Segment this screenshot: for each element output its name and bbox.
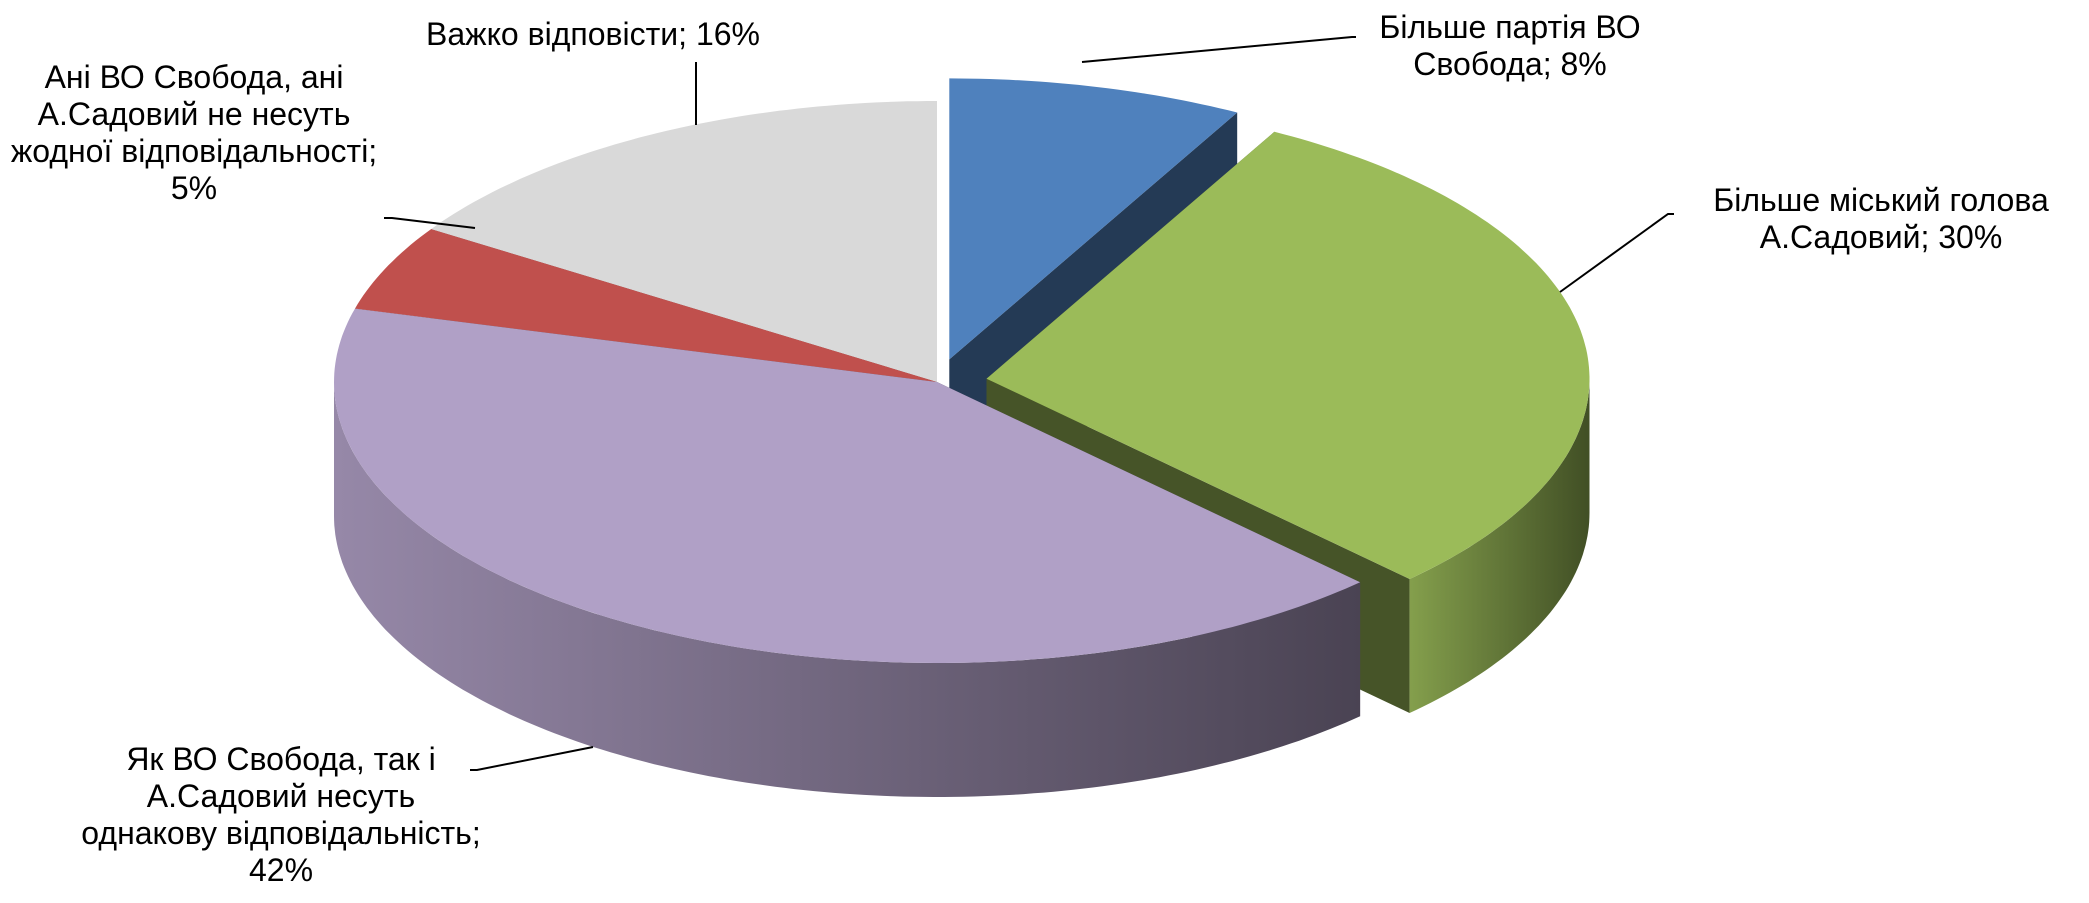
data-label: Більше міський голова А.Садовий; 30% — [1713, 182, 2049, 255]
slice — [334, 308, 1361, 663]
slice-side — [1409, 378, 1590, 713]
slice-side — [334, 382, 1361, 797]
slice — [986, 131, 1590, 580]
leader-line — [1559, 213, 1674, 293]
leader-line — [470, 746, 594, 771]
data-label: Важко відповісти; 16% — [426, 16, 760, 52]
data-labels: Більше партія ВО Свобода; 8% Більше міськи… — [11, 9, 2049, 888]
data-label: Більше партія ВО Свобода; 8% — [1379, 9, 1640, 82]
slice — [355, 229, 937, 382]
slice — [949, 78, 1238, 360]
pie-tops — [334, 78, 1590, 663]
slice — [431, 101, 937, 382]
data-label: Як ВО Свобода, так і А.Садовий несуть одна… — [81, 741, 480, 888]
leader-line — [384, 217, 476, 229]
leader-line — [1081, 36, 1356, 63]
leader-lines — [384, 36, 1674, 771]
data-label: Ані ВО Свобода, ані А.Садовий не несуть жо… — [11, 59, 377, 206]
